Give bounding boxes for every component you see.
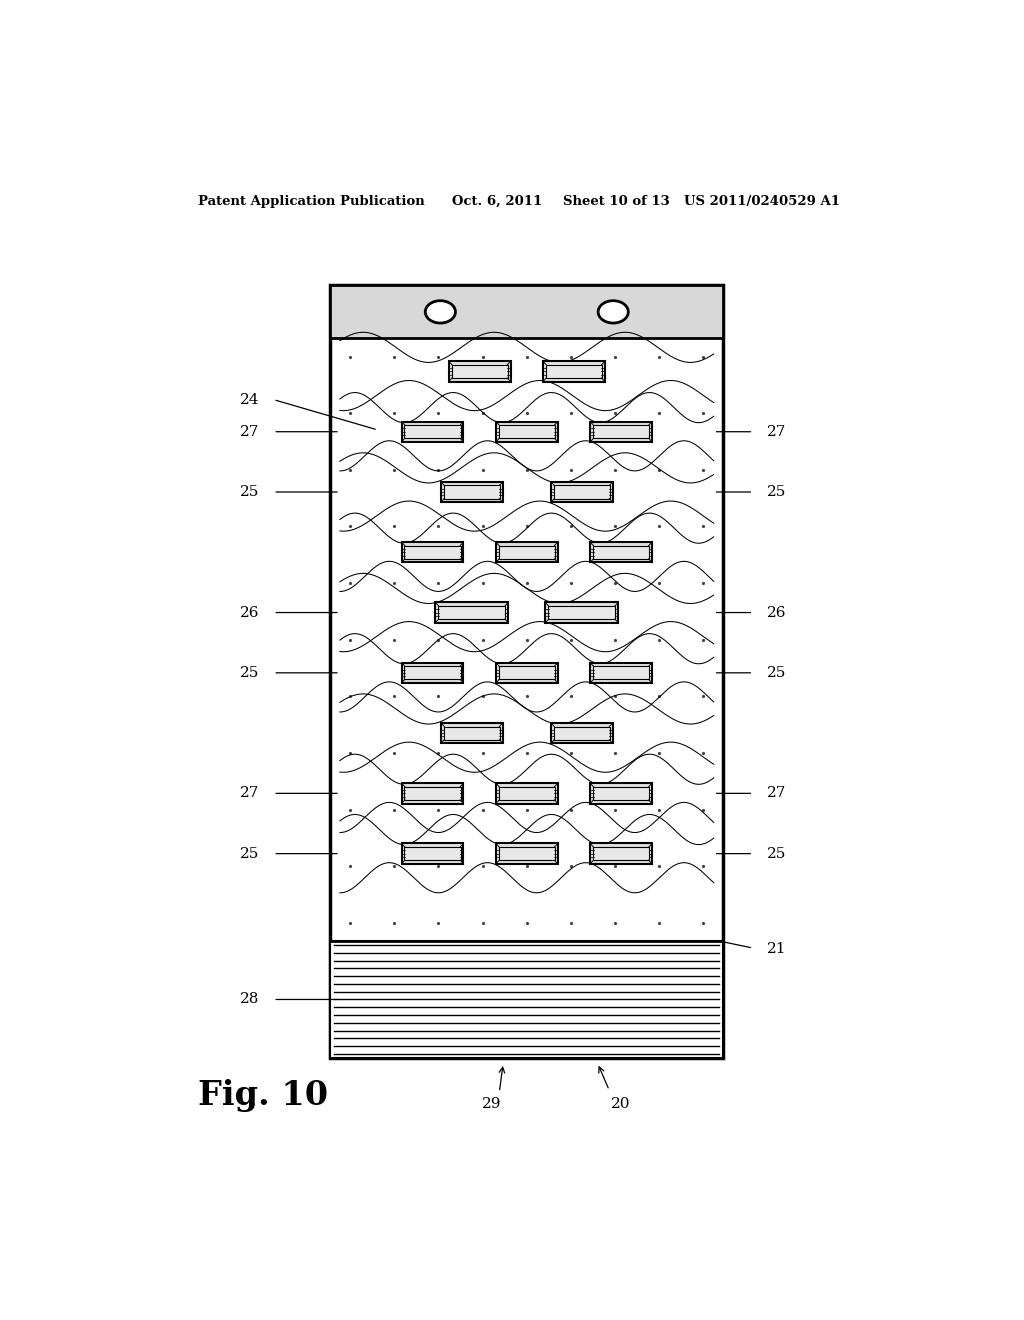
Bar — [593, 787, 649, 800]
Bar — [590, 543, 652, 562]
Bar — [590, 843, 652, 863]
Bar — [404, 545, 461, 558]
Text: 25: 25 — [240, 665, 259, 680]
Bar — [548, 606, 615, 619]
Bar — [438, 606, 506, 619]
Text: 28: 28 — [240, 993, 259, 1006]
Bar — [593, 545, 649, 558]
Bar — [590, 783, 652, 804]
Bar — [449, 362, 511, 381]
Bar — [593, 847, 649, 861]
Text: Fig. 10: Fig. 10 — [198, 1078, 328, 1111]
Text: 21: 21 — [767, 942, 786, 956]
Bar — [441, 482, 503, 502]
Text: 25: 25 — [767, 484, 786, 499]
Bar — [590, 663, 652, 682]
Bar — [404, 787, 461, 800]
Text: 27: 27 — [240, 425, 259, 438]
Bar — [452, 364, 508, 378]
Bar — [496, 543, 558, 562]
Text: Patent Application Publication: Patent Application Publication — [198, 194, 425, 207]
Bar — [499, 425, 555, 438]
Text: 27: 27 — [767, 787, 786, 800]
Text: 20: 20 — [611, 1097, 631, 1110]
Bar — [496, 663, 558, 682]
Text: Sheet 10 of 13: Sheet 10 of 13 — [563, 194, 670, 207]
Bar — [543, 362, 605, 381]
Bar — [441, 723, 503, 743]
Bar — [545, 602, 618, 623]
Text: 25: 25 — [767, 665, 786, 680]
Bar — [401, 421, 464, 442]
Bar — [401, 543, 464, 562]
Bar — [496, 421, 558, 442]
Bar — [499, 787, 555, 800]
Text: 29: 29 — [481, 1097, 501, 1110]
Ellipse shape — [425, 301, 456, 323]
Text: 26: 26 — [767, 606, 786, 619]
Text: US 2011/0240529 A1: US 2011/0240529 A1 — [684, 194, 840, 207]
Text: 26: 26 — [240, 606, 259, 619]
Ellipse shape — [598, 301, 629, 323]
Text: 27: 27 — [240, 787, 259, 800]
Bar — [593, 425, 649, 438]
Text: 25: 25 — [240, 484, 259, 499]
Bar — [443, 726, 500, 739]
Bar — [401, 843, 464, 863]
Text: 27: 27 — [767, 425, 786, 438]
Bar — [499, 847, 555, 861]
Bar — [401, 663, 464, 682]
Bar — [499, 545, 555, 558]
Bar — [435, 602, 508, 623]
Text: 25: 25 — [240, 846, 259, 861]
Bar — [443, 486, 500, 499]
Bar — [554, 726, 610, 739]
Bar — [496, 783, 558, 804]
Bar — [331, 941, 723, 1057]
Bar — [496, 843, 558, 863]
Bar — [331, 285, 723, 1057]
Text: Oct. 6, 2011: Oct. 6, 2011 — [452, 194, 542, 207]
Text: 24: 24 — [240, 392, 259, 407]
Text: 25: 25 — [767, 846, 786, 861]
Bar — [401, 783, 464, 804]
Bar — [593, 667, 649, 680]
Bar — [554, 486, 610, 499]
Bar — [404, 425, 461, 438]
Bar — [546, 364, 602, 378]
Bar — [590, 421, 652, 442]
Bar — [499, 667, 555, 680]
Bar — [331, 285, 723, 338]
Bar — [404, 847, 461, 861]
Bar — [551, 482, 612, 502]
Bar — [551, 723, 612, 743]
Bar — [404, 667, 461, 680]
